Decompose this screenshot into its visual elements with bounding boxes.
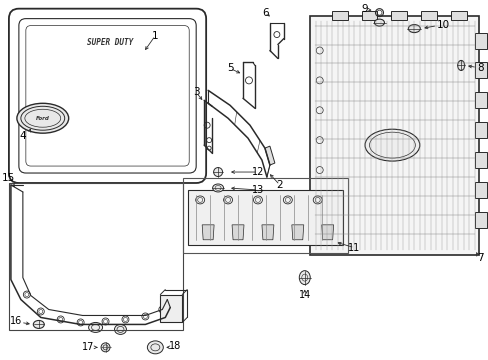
Bar xyxy=(183,178,347,253)
Polygon shape xyxy=(262,225,273,240)
Bar xyxy=(474,212,486,228)
Bar xyxy=(188,190,342,245)
Text: 17: 17 xyxy=(82,342,95,352)
Text: 10: 10 xyxy=(436,19,449,30)
Polygon shape xyxy=(291,225,303,240)
Text: 18: 18 xyxy=(169,341,181,351)
Bar xyxy=(474,152,486,168)
Ellipse shape xyxy=(374,19,384,26)
Ellipse shape xyxy=(101,343,110,352)
Bar xyxy=(361,11,377,20)
Ellipse shape xyxy=(299,271,309,285)
Text: 4: 4 xyxy=(20,131,26,141)
Bar xyxy=(331,11,347,20)
Bar xyxy=(450,11,466,20)
Text: 1: 1 xyxy=(152,31,158,41)
Ellipse shape xyxy=(364,129,419,161)
Bar xyxy=(421,11,436,20)
Polygon shape xyxy=(321,225,333,240)
Text: 12: 12 xyxy=(251,167,264,177)
Text: 2: 2 xyxy=(276,180,283,190)
Ellipse shape xyxy=(457,60,464,71)
Bar xyxy=(474,182,486,198)
Text: 13: 13 xyxy=(251,185,264,195)
Bar xyxy=(474,122,486,138)
Bar xyxy=(9,183,183,330)
Bar xyxy=(160,294,182,323)
Text: 11: 11 xyxy=(348,243,360,253)
Ellipse shape xyxy=(17,103,68,133)
Text: 3: 3 xyxy=(192,87,199,97)
Text: 9: 9 xyxy=(361,4,367,14)
Ellipse shape xyxy=(213,167,222,176)
Polygon shape xyxy=(202,225,214,240)
Ellipse shape xyxy=(114,324,126,334)
Ellipse shape xyxy=(407,24,420,32)
Text: 8: 8 xyxy=(476,63,483,73)
FancyBboxPatch shape xyxy=(9,9,206,183)
Polygon shape xyxy=(232,225,244,240)
Text: 7: 7 xyxy=(476,253,483,263)
Ellipse shape xyxy=(88,323,102,332)
Bar xyxy=(474,32,486,49)
Text: SUPER DUTY: SUPER DUTY xyxy=(87,38,133,47)
Polygon shape xyxy=(309,15,478,255)
Bar xyxy=(390,11,407,20)
Ellipse shape xyxy=(147,341,163,354)
Bar xyxy=(474,62,486,78)
Text: 16: 16 xyxy=(10,316,22,327)
Text: 5: 5 xyxy=(226,63,233,73)
Ellipse shape xyxy=(33,320,44,328)
Ellipse shape xyxy=(212,184,223,192)
Text: 15: 15 xyxy=(2,173,16,183)
Polygon shape xyxy=(264,146,274,165)
Bar xyxy=(474,92,486,108)
Text: 6: 6 xyxy=(262,8,269,18)
Text: Ford: Ford xyxy=(36,116,50,121)
Text: 14: 14 xyxy=(298,289,310,300)
